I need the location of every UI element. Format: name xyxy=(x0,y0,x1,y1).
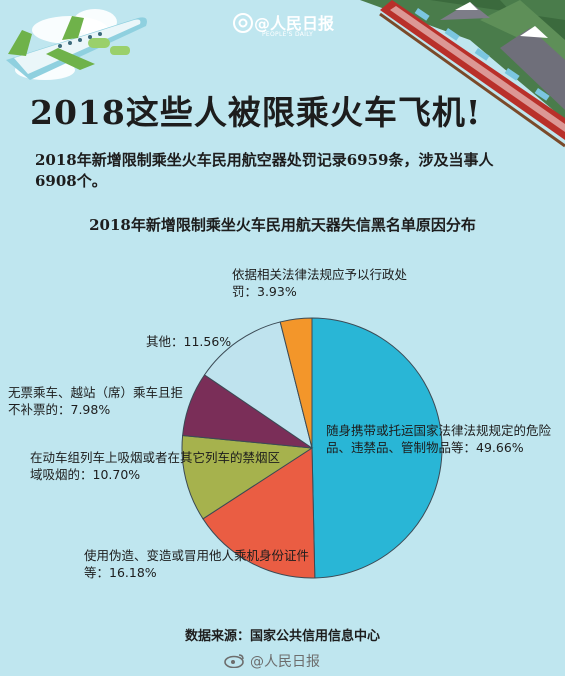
airplane-icon xyxy=(6,16,147,80)
chart-title: 2018年新增限制乘坐火车民用航天器失信黑名单原因分布 xyxy=(89,216,476,234)
slice-label-administrative-penalty: 依据相关法律法规应予以行政处罚：3.93% xyxy=(232,267,408,299)
train-icon xyxy=(379,0,565,148)
slice-label-fare-evasion: 无票乘车、越站（席）乘车且拒不补票的：7.98% xyxy=(8,385,184,417)
weibo-watermark: @人民日报 xyxy=(224,650,344,672)
pie-slice-smoking xyxy=(181,434,314,520)
travel-illustration xyxy=(6,0,565,148)
slice-label-smoking: 在动车组列车上吸烟或者在其它列车的禁烟区域吸烟的：10.70% xyxy=(30,450,281,482)
pie-slice-administrative-penalty xyxy=(279,317,313,449)
data-source: 数据来源：国家公共信用信息中心 xyxy=(184,629,380,644)
brand-subtitle: PEOPLE'S DAILY xyxy=(262,31,314,38)
brand-name: @人民日报 xyxy=(254,14,335,33)
pie-slice-dangerous-goods xyxy=(311,317,443,579)
pie-slice-other xyxy=(203,321,313,450)
slice-label-other: 其他：11.56% xyxy=(146,334,232,349)
intro-text: 2018年新增限制乘坐火车民用航空器处罚记录6959条，涉及当事人6908个。 xyxy=(35,151,494,190)
page-title: 2018这些人被限乘火车飞机! xyxy=(30,93,482,132)
brand-logo: @人民日报 PEOPLE'S DAILY xyxy=(232,10,352,44)
weibo-icon xyxy=(224,654,244,668)
at-sign-icon xyxy=(233,13,253,33)
mountain-landscape xyxy=(360,0,565,120)
pie-slice-forged-id xyxy=(202,447,316,579)
slice-label-dangerous-goods: 随身携带或托运国家法律法规规定的危险品、违禁品、管制物品等：49.66% xyxy=(326,423,552,455)
slice-label-forged-id: 使用伪造、变造或冒用他人乘机身份证件等：16.18% xyxy=(84,548,310,580)
watermark-text: @人民日报 xyxy=(250,654,320,670)
